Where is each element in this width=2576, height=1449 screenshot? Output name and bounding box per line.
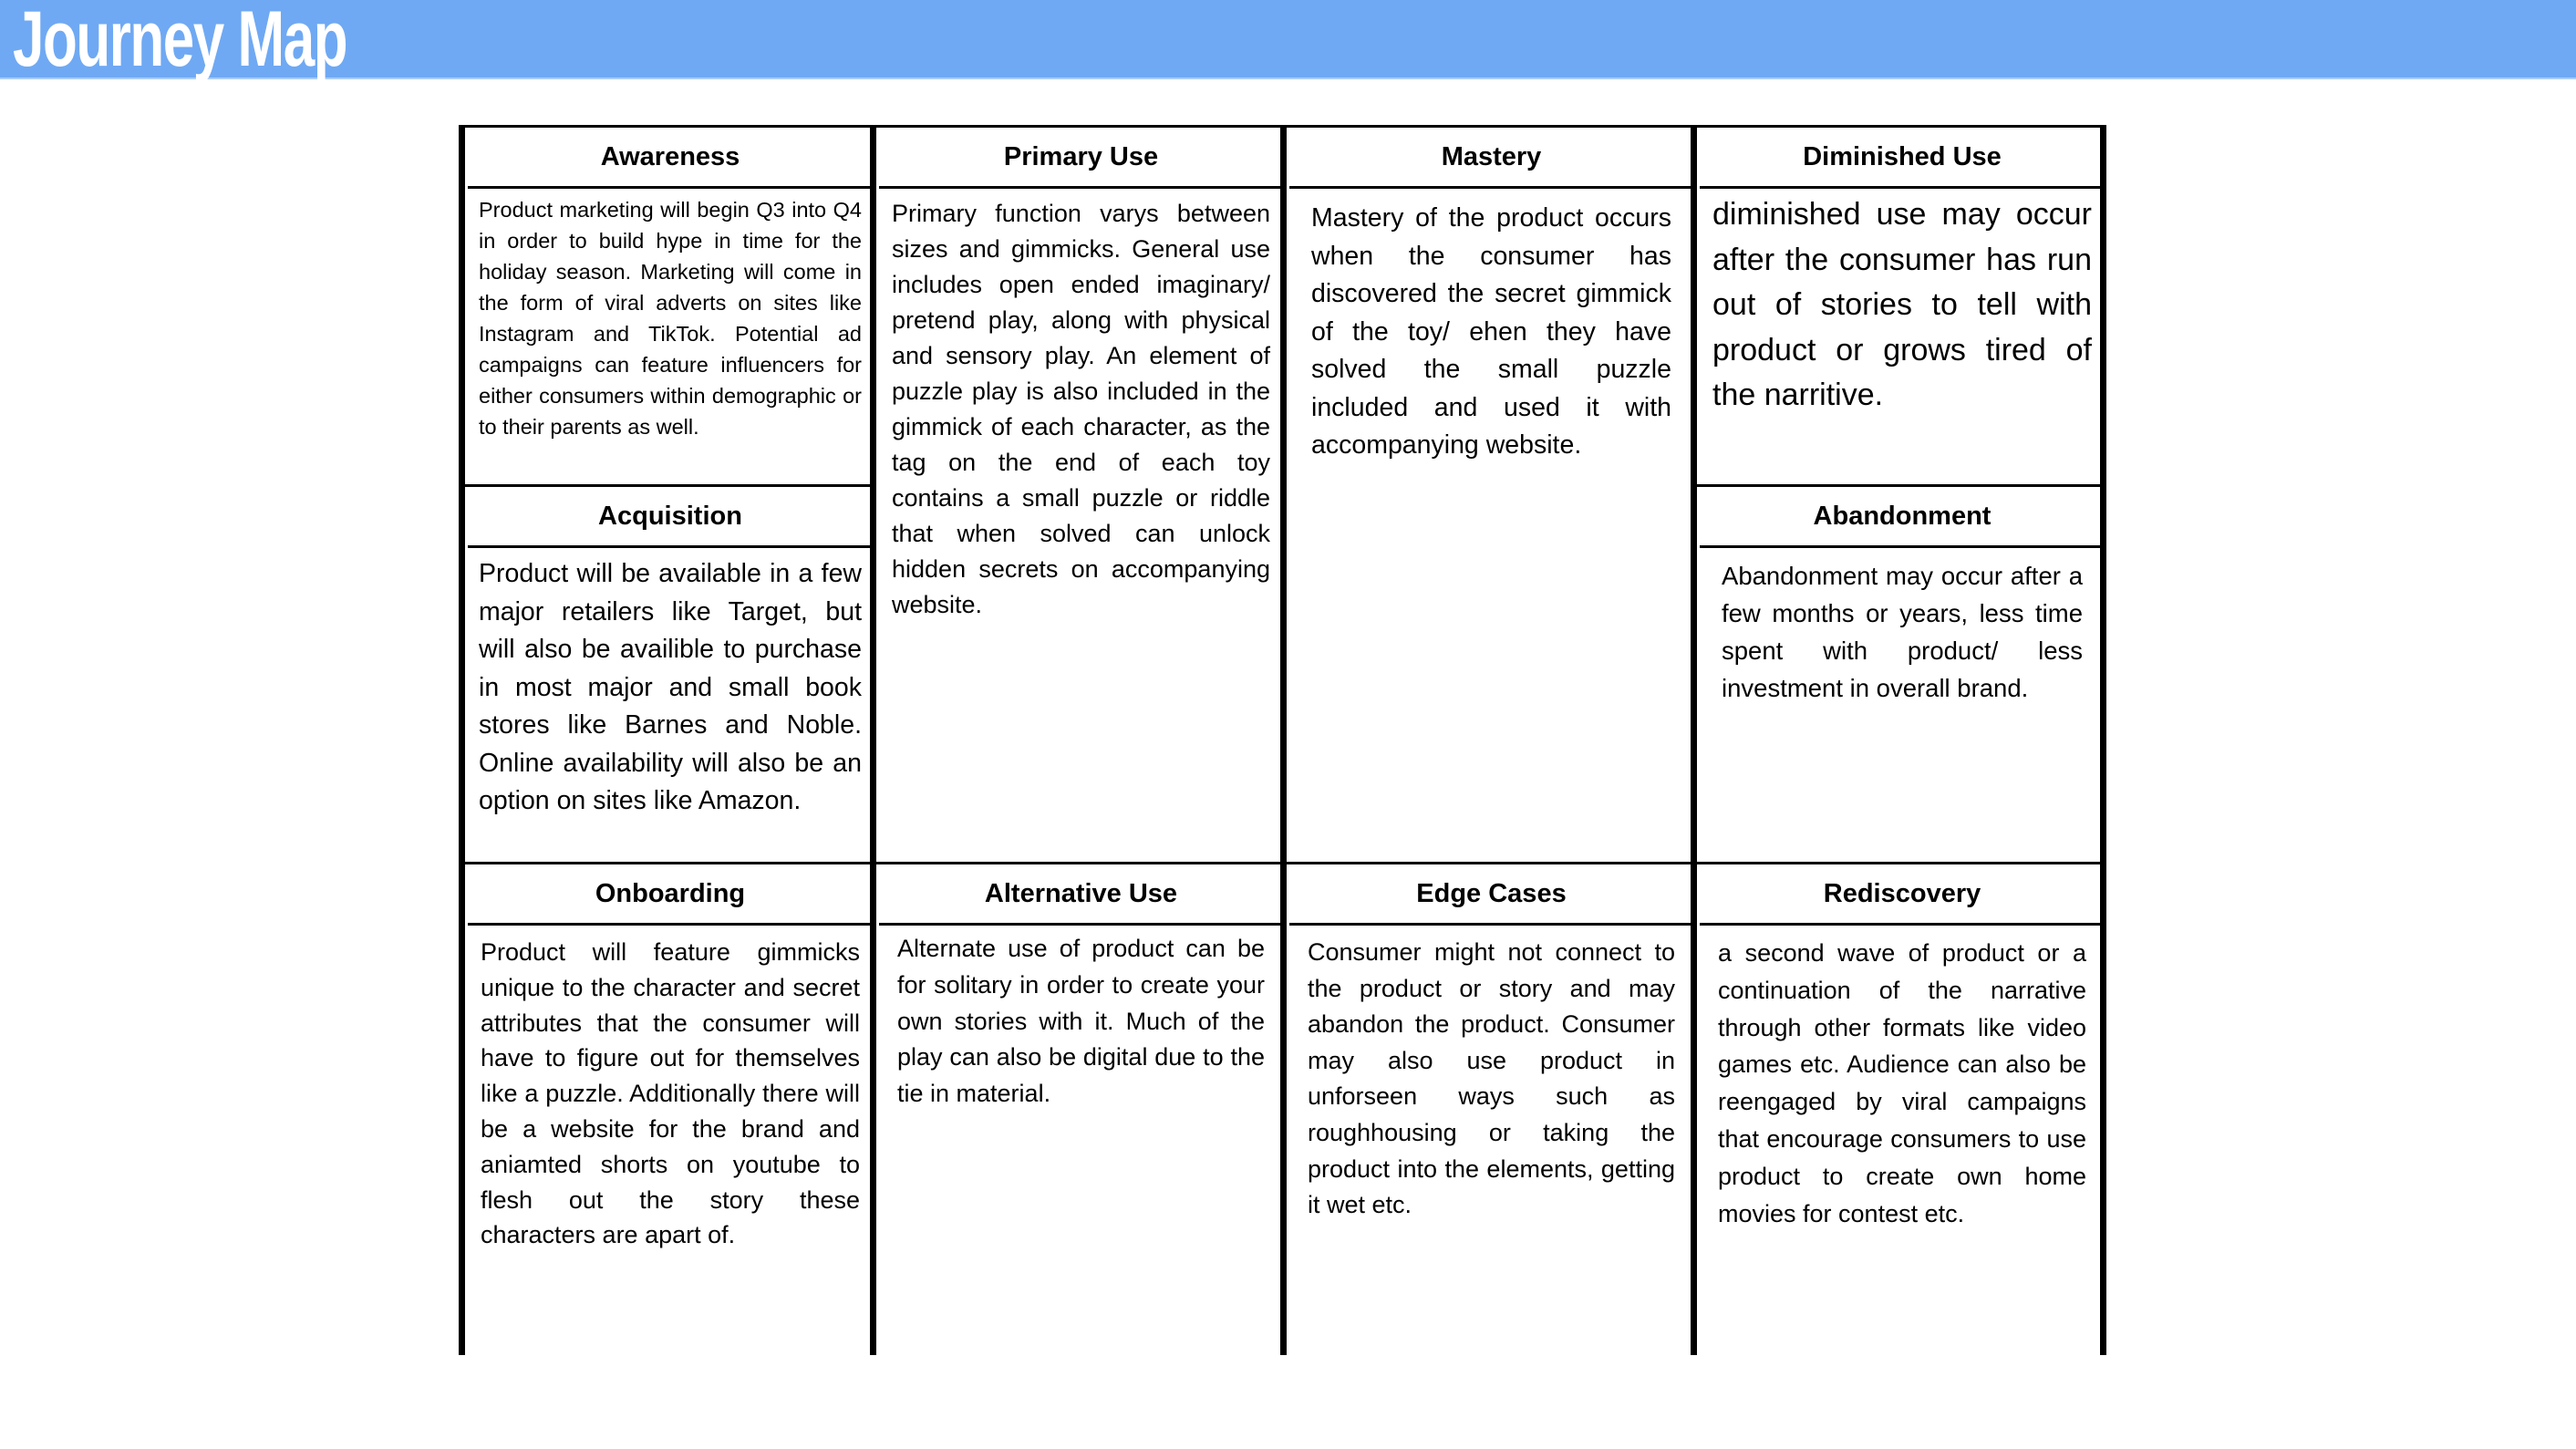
edge-cases-body: Consumer might not connect to the produc…	[1308, 938, 1675, 1219]
column-border	[2100, 125, 2106, 1355]
mastery-body: Mastery of the product occurs when the c…	[1311, 203, 1671, 460]
primary-use-body: Primary function varys between sizes and…	[892, 200, 1270, 618]
alternative-use-header: Alternative Use	[879, 864, 1283, 926]
mastery-header: Mastery	[1289, 128, 1693, 189]
column-border	[1691, 125, 1697, 1355]
divider	[1693, 484, 2105, 487]
alternative-use-body: Alternate use of product can be for soli…	[897, 935, 1265, 1108]
diminished-use-header: Diminished Use	[1700, 128, 2105, 189]
onboarding-body: Product will feature gimmicks unique to …	[481, 938, 860, 1249]
abandonment-body: Abandonment may occur after a few months…	[1722, 562, 2083, 702]
edge-cases-header: Edge Cases	[1289, 864, 1693, 926]
acquisition-body: Product will be available in a few major…	[479, 559, 862, 815]
diminished-use-body: diminished use may occur after the consu…	[1712, 197, 2092, 412]
column-border	[870, 125, 876, 1355]
divider	[461, 484, 873, 487]
acquisition-header: Acquisition	[468, 487, 873, 548]
onboarding-header: Onboarding	[468, 864, 873, 926]
header-band: Journey Map	[0, 0, 2576, 83]
rediscovery-body: a second wave of product or a continuati…	[1718, 939, 2086, 1227]
page-title: Journey Map	[13, 0, 348, 83]
awareness-header: Awareness	[468, 128, 873, 189]
rediscovery-header: Rediscovery	[1700, 864, 2105, 926]
column-border	[459, 125, 465, 1355]
primary-use-header: Primary Use	[879, 128, 1283, 189]
column-border	[1280, 125, 1287, 1355]
abandonment-header: Abandonment	[1700, 487, 2105, 548]
awareness-body: Product marketing will begin Q3 into Q4 …	[479, 198, 862, 439]
